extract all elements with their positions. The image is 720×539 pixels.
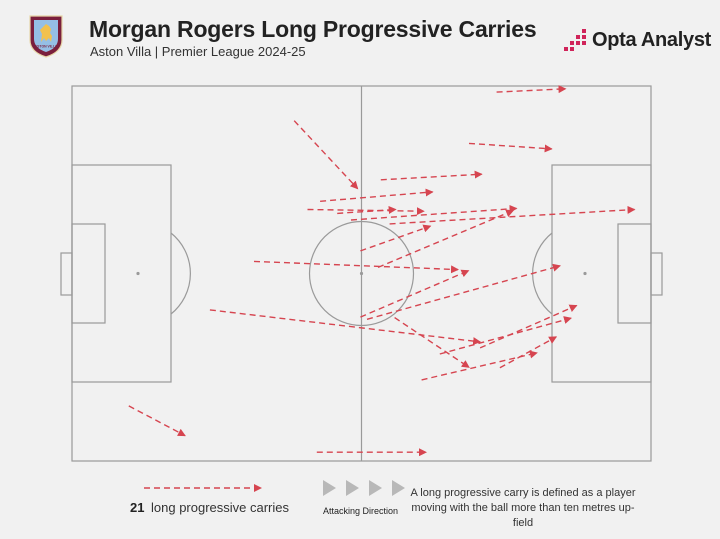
carry-arrow	[377, 209, 515, 269]
carry-arrow	[307, 207, 425, 216]
crest-lion-icon	[40, 24, 52, 42]
carry-arrow	[350, 204, 518, 221]
carry-arrow	[320, 188, 434, 202]
right-penalty-spot	[583, 271, 587, 276]
centre-circle	[308, 220, 415, 327]
carry-arrow	[499, 336, 558, 369]
brand-name: Opta Analyst	[592, 28, 712, 51]
left-goal	[60, 252, 73, 296]
crest-text: ASTON VILLA	[35, 45, 58, 49]
carry-arrow	[360, 269, 470, 318]
chart-subtitle: Aston Villa | Premier League 2024-25	[90, 44, 306, 59]
carry-arrow	[209, 309, 482, 346]
carry-arrow	[468, 142, 553, 153]
direction-triangle-icon	[369, 480, 382, 496]
attacking-direction-arrows	[323, 480, 405, 496]
left-penalty-spot	[136, 271, 140, 276]
carry-arrow	[366, 263, 561, 320]
aston-villa-crest: ASTON VILLA	[29, 15, 63, 58]
carry-arrow	[479, 304, 578, 349]
right-penalty-arc	[532, 232, 553, 315]
left-six-yard-box	[71, 223, 106, 324]
right-goal	[650, 252, 663, 296]
carry-arrow	[253, 260, 459, 274]
carry-arrow	[439, 316, 572, 355]
pitch-lines	[60, 85, 663, 462]
carry-count: 21	[130, 500, 145, 515]
right-penalty-box	[551, 164, 652, 383]
chart-title: Morgan Rogers Long Progressive Carries	[89, 16, 537, 42]
opta-analyst-logo: Opta Analyst	[562, 26, 711, 54]
direction-triangle-icon	[346, 480, 359, 496]
carry-arrow	[360, 224, 432, 252]
carries-layer	[128, 85, 636, 457]
opta-dots-icon	[564, 29, 586, 51]
carry-count-label: long progressive carries	[151, 500, 290, 515]
carry-arrow	[128, 405, 186, 437]
direction-triangle-icon	[392, 480, 405, 496]
centre-spot	[359, 271, 364, 276]
right-six-yard-box	[617, 223, 652, 324]
carry-definition: A long progressive carry is defined as a…	[410, 487, 636, 529]
direction-triangle-icon	[323, 480, 336, 496]
carry-arrow	[496, 85, 567, 94]
carry-arrow	[293, 120, 359, 190]
left-penalty-box	[71, 164, 172, 383]
attacking-direction-label: Attacking Direction	[323, 506, 399, 516]
carry-arrow	[380, 170, 483, 181]
carry-arrow	[337, 205, 397, 215]
left-penalty-arc	[170, 232, 191, 315]
carry-arrow	[394, 317, 470, 368]
